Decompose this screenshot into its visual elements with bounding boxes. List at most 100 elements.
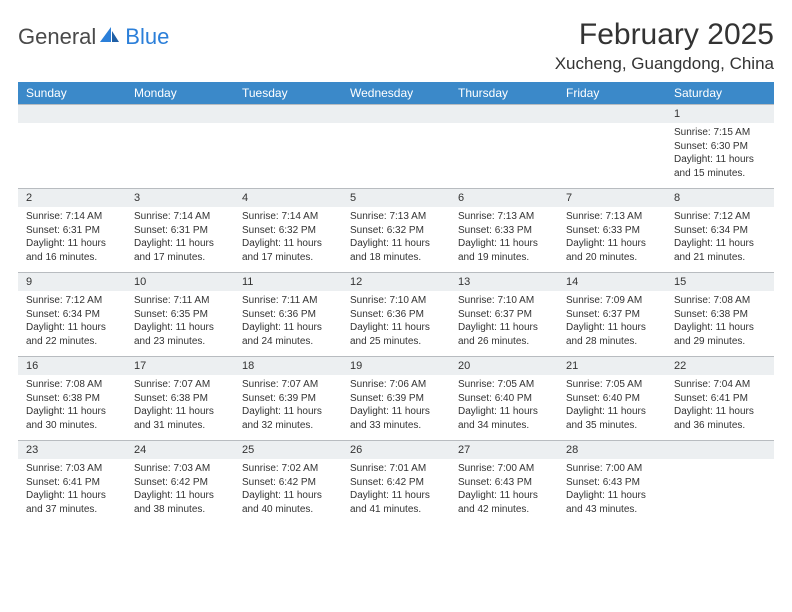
date-cell: 4 (234, 189, 342, 207)
cell-line: Sunrise: 7:03 AM (134, 462, 228, 476)
title-block: February 2025 Xucheng, Guangdong, China (555, 18, 774, 74)
cell-line: Sunset: 6:43 PM (566, 476, 660, 490)
content-cell (18, 123, 126, 188)
cell-line: Sunrise: 7:08 AM (674, 294, 768, 308)
cell-line: Sunrise: 7:09 AM (566, 294, 660, 308)
date-cell: 17 (126, 357, 234, 375)
cell-line: Daylight: 11 hours and 29 minutes. (674, 321, 768, 348)
date-cell (558, 105, 666, 123)
content-cell: Sunrise: 7:14 AMSunset: 6:31 PMDaylight:… (18, 207, 126, 272)
cell-line: Sunrise: 7:08 AM (26, 378, 120, 392)
dayhead-sunday: Sunday (18, 82, 126, 104)
calendar: Sunday Monday Tuesday Wednesday Thursday… (18, 82, 774, 524)
cell-line: Daylight: 11 hours and 17 minutes. (242, 237, 336, 264)
date-cell: 18 (234, 357, 342, 375)
content-cell: Sunrise: 7:12 AMSunset: 6:34 PMDaylight:… (18, 291, 126, 356)
content-cell: Sunrise: 7:07 AMSunset: 6:38 PMDaylight:… (126, 375, 234, 440)
content-cell: Sunrise: 7:13 AMSunset: 6:33 PMDaylight:… (558, 207, 666, 272)
date-cell: 26 (342, 441, 450, 459)
date-cell (234, 105, 342, 123)
date-cell: 5 (342, 189, 450, 207)
content-cell: Sunrise: 7:11 AMSunset: 6:36 PMDaylight:… (234, 291, 342, 356)
date-cell: 7 (558, 189, 666, 207)
date-cell (666, 441, 774, 459)
cell-line: Sunset: 6:37 PM (458, 308, 552, 322)
cell-line: Sunrise: 7:07 AM (242, 378, 336, 392)
date-cell: 2 (18, 189, 126, 207)
cell-line: Daylight: 11 hours and 38 minutes. (134, 489, 228, 516)
cell-line: Sunset: 6:39 PM (242, 392, 336, 406)
cell-line: Sunset: 6:36 PM (242, 308, 336, 322)
weeks-container: 1Sunrise: 7:15 AMSunset: 6:30 PMDaylight… (18, 104, 774, 524)
cell-line: Daylight: 11 hours and 22 minutes. (26, 321, 120, 348)
content-row: Sunrise: 7:03 AMSunset: 6:41 PMDaylight:… (18, 459, 774, 524)
dayhead-thursday: Thursday (450, 82, 558, 104)
cell-line: Sunset: 6:42 PM (350, 476, 444, 490)
cell-line: Sunrise: 7:03 AM (26, 462, 120, 476)
dayhead-friday: Friday (558, 82, 666, 104)
cell-line: Sunset: 6:35 PM (134, 308, 228, 322)
date-cell (18, 105, 126, 123)
date-cell: 13 (450, 273, 558, 291)
cell-line: Sunset: 6:42 PM (134, 476, 228, 490)
content-cell: Sunrise: 7:05 AMSunset: 6:40 PMDaylight:… (558, 375, 666, 440)
date-cell (342, 105, 450, 123)
content-cell: Sunrise: 7:05 AMSunset: 6:40 PMDaylight:… (450, 375, 558, 440)
content-cell (450, 123, 558, 188)
cell-line: Sunset: 6:38 PM (134, 392, 228, 406)
date-cell: 8 (666, 189, 774, 207)
date-cell: 11 (234, 273, 342, 291)
cell-line: Daylight: 11 hours and 23 minutes. (134, 321, 228, 348)
content-row: Sunrise: 7:12 AMSunset: 6:34 PMDaylight:… (18, 291, 774, 356)
date-cell: 27 (450, 441, 558, 459)
cell-line: Sunrise: 7:07 AM (134, 378, 228, 392)
content-cell: Sunrise: 7:08 AMSunset: 6:38 PMDaylight:… (666, 291, 774, 356)
cell-line: Sunrise: 7:00 AM (458, 462, 552, 476)
date-cell: 21 (558, 357, 666, 375)
cell-line: Daylight: 11 hours and 42 minutes. (458, 489, 552, 516)
content-cell: Sunrise: 7:10 AMSunset: 6:36 PMDaylight:… (342, 291, 450, 356)
cell-line: Sunrise: 7:12 AM (674, 210, 768, 224)
date-cell: 3 (126, 189, 234, 207)
cell-line: Daylight: 11 hours and 17 minutes. (134, 237, 228, 264)
cell-line: Sunrise: 7:13 AM (566, 210, 660, 224)
cell-line: Sunset: 6:34 PM (26, 308, 120, 322)
cell-line: Daylight: 11 hours and 26 minutes. (458, 321, 552, 348)
content-cell (342, 123, 450, 188)
date-strip: 232425262728 (18, 440, 774, 459)
content-cell (126, 123, 234, 188)
date-cell: 12 (342, 273, 450, 291)
content-cell: Sunrise: 7:00 AMSunset: 6:43 PMDaylight:… (450, 459, 558, 524)
content-row: Sunrise: 7:15 AMSunset: 6:30 PMDaylight:… (18, 123, 774, 188)
date-cell: 20 (450, 357, 558, 375)
cell-line: Sunset: 6:34 PM (674, 224, 768, 238)
content-cell: Sunrise: 7:00 AMSunset: 6:43 PMDaylight:… (558, 459, 666, 524)
location: Xucheng, Guangdong, China (555, 54, 774, 74)
date-cell: 23 (18, 441, 126, 459)
cell-line: Sunrise: 7:15 AM (674, 126, 768, 140)
cell-line: Sunset: 6:31 PM (26, 224, 120, 238)
cell-line: Sunrise: 7:10 AM (350, 294, 444, 308)
cell-line: Sunrise: 7:14 AM (134, 210, 228, 224)
content-cell (666, 459, 774, 524)
cell-line: Sunset: 6:36 PM (350, 308, 444, 322)
content-row: Sunrise: 7:14 AM Sunset: 6:31 PM Daylight:… (18, 207, 774, 272)
dayhead-wednesday: Wednesday (342, 82, 450, 104)
dayhead-saturday: Saturday (666, 82, 774, 104)
logo: General Blue (18, 24, 169, 50)
date-cell: 25 (234, 441, 342, 459)
cell-line: Sunrise: 7:13 AM (350, 210, 444, 224)
cell-line: Sunset: 6:41 PM (26, 476, 120, 490)
cell-line: Sunset: 6:39 PM (350, 392, 444, 406)
date-cell (126, 105, 234, 123)
date-cell: 19 (342, 357, 450, 375)
cell-line: Sunset: 6:30 PM (674, 140, 768, 154)
content-cell: Sunrise: 7:14 AMSunset: 6:32 PMDaylight:… (234, 207, 342, 272)
date-cell: 28 (558, 441, 666, 459)
cell-line: Daylight: 11 hours and 32 minutes. (242, 405, 336, 432)
cell-line: Sunrise: 7:00 AM (566, 462, 660, 476)
cell-line: Daylight: 11 hours and 24 minutes. (242, 321, 336, 348)
cell-line: Sunrise: 7:10 AM (458, 294, 552, 308)
dayhead-tuesday: Tuesday (234, 82, 342, 104)
content-cell: Sunrise: 7:06 AMSunset: 6:39 PMDaylight:… (342, 375, 450, 440)
